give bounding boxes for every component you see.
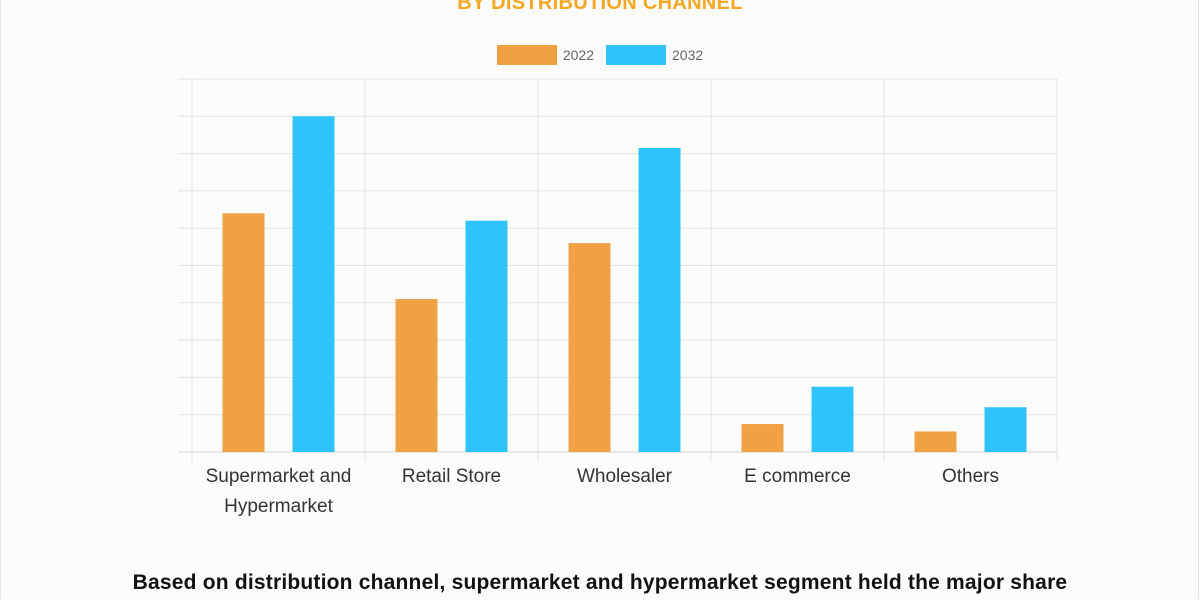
bar-2022 [222, 213, 265, 452]
chart-caption: Based on distribution channel, supermark… [132, 571, 1068, 594]
chart-legend: 2022 2032 [0, 45, 1200, 65]
bar-2022 [914, 431, 957, 452]
bar-2032 [465, 220, 508, 452]
bar-2022 [568, 243, 611, 452]
x-tick-label-line: Others [942, 466, 999, 487]
x-tick-label: Wholesaler [577, 466, 673, 487]
x-tick-label-line: Retail Store [402, 466, 501, 487]
bar-2032 [638, 148, 681, 452]
legend-label-2032: 2032 [672, 47, 704, 63]
legend-item-2032[interactable]: 2032 [606, 45, 703, 65]
x-tick-label-line: Hypermarket [224, 496, 333, 517]
legend-swatch-2032 [606, 45, 666, 65]
x-tick-label: Others [942, 466, 999, 487]
bar-2032 [984, 407, 1027, 452]
x-tick-label-line: Supermarket and [206, 466, 352, 487]
x-tick-label: E commerce [744, 466, 851, 487]
x-tick-label: Retail Store [402, 466, 501, 487]
legend-swatch-2022 [496, 45, 557, 65]
bar-2032 [292, 116, 335, 453]
bar-2022 [395, 299, 438, 452]
legend-label-2022: 2022 [562, 47, 594, 63]
chart-title: BY DISTRIBUTION CHANNEL [457, 0, 743, 14]
x-tick-label: Supermarket and Hypermarket [206, 466, 352, 517]
bar-chart: Supermarket and Hypermarket Retail Store Wh… [178, 78, 1058, 517]
x-tick-label-line: Wholesaler [577, 466, 673, 487]
bar-2032 [811, 386, 854, 452]
bar-2022 [741, 424, 784, 452]
x-tick-label-line: E commerce [744, 466, 851, 487]
legend-item-2022[interactable]: 2022 [496, 45, 594, 65]
